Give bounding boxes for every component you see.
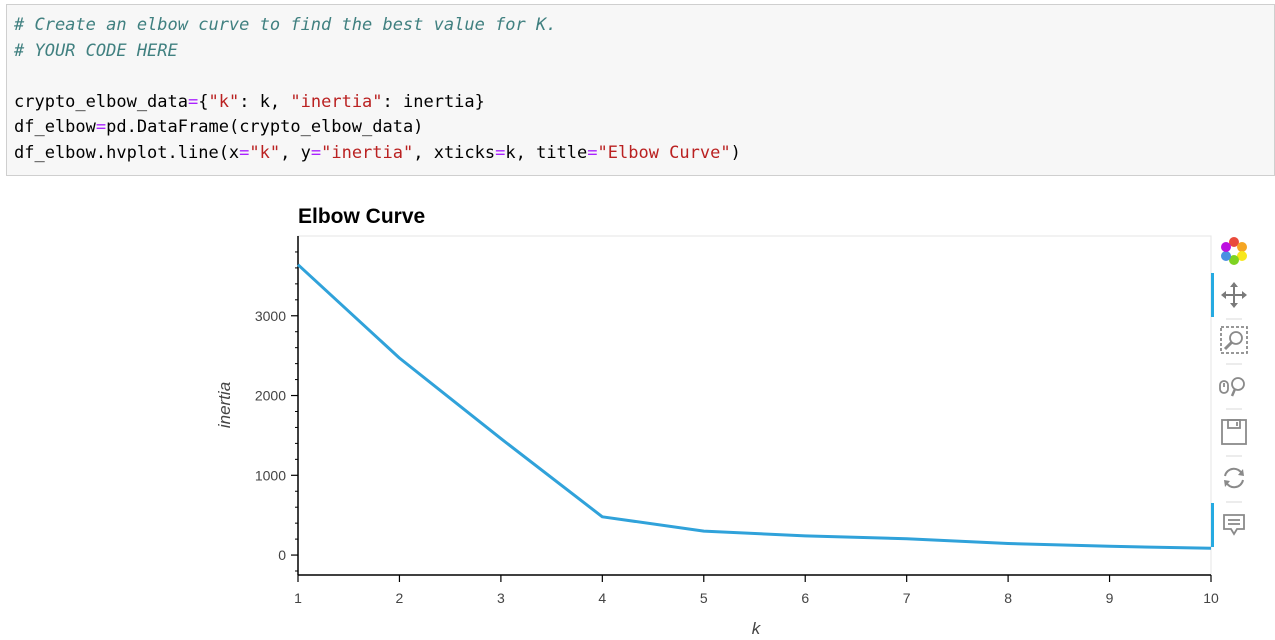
data-point[interactable] [1005, 540, 1011, 546]
code-token: "k" [208, 91, 240, 112]
plot-toolbar [1211, 237, 1248, 547]
x-tick-label: 4 [598, 590, 606, 606]
data-point[interactable] [396, 355, 402, 361]
code-line: df_elbow.hvplot.line(x="k", y="inertia",… [14, 141, 741, 165]
x-axis: 1 2 3 4 5 6 7 8 9 10 [294, 574, 1219, 606]
reset-icon[interactable] [1224, 467, 1244, 489]
data-point[interactable] [1107, 543, 1113, 549]
code-token: df_elbow [14, 117, 96, 137]
y-tick-label: 1000 [255, 467, 286, 483]
data-point[interactable] [1208, 545, 1214, 551]
x-tick-label: 2 [396, 590, 404, 606]
hover-active-indicator [1211, 503, 1214, 547]
series-line [296, 263, 1212, 550]
code-line: # Create an elbow curve to find the best… [14, 13, 556, 37]
code-token: = [188, 91, 199, 112]
hover-icon[interactable] [1223, 514, 1245, 536]
code-token: = [310, 142, 322, 163]
x-tick-label: 1 [294, 590, 302, 606]
code-token: "inertia" [290, 91, 383, 112]
code-cell[interactable]: # Create an elbow curve to find the best… [6, 4, 1275, 176]
x-axis-label: k [752, 619, 762, 638]
code-token: k, title [505, 142, 588, 163]
chart-title: Elbow Curve [298, 205, 425, 228]
code-token: { [198, 91, 209, 112]
data-point[interactable] [701, 528, 707, 534]
x-tick-label: 7 [903, 590, 911, 606]
pan-icon[interactable] [1221, 282, 1247, 308]
code-token: "inertia" [321, 142, 414, 163]
data-point[interactable] [802, 533, 808, 539]
code-line: # YOUR CODE HERE [14, 39, 178, 63]
x-tick-label: 9 [1106, 590, 1114, 606]
code-token: df_elbow.hvplot.line(x [14, 142, 240, 163]
code-token: "Elbow Curve" [597, 142, 731, 163]
code-token: crypto_elbow_data [14, 91, 188, 112]
code-token: pd.DataFrame(crypto_elbow_data) [106, 117, 424, 137]
code-token: # Create an elbow curve to find the best… [14, 15, 557, 35]
y-axis-label: inertia [215, 382, 234, 428]
pan-active-indicator [1211, 273, 1214, 317]
data-point[interactable] [599, 514, 605, 520]
y-tick-label: 0 [278, 547, 286, 563]
x-tick-label: 8 [1004, 590, 1012, 606]
code-token: ) [730, 142, 741, 163]
x-tick-label: 6 [801, 590, 809, 606]
code-token: = [95, 117, 107, 137]
code-token: : k, [239, 91, 291, 112]
plot-frame [297, 235, 1212, 576]
wheel-zoom-icon[interactable] [1219, 377, 1245, 397]
code-token: # YOUR CODE HERE [14, 40, 178, 61]
data-point[interactable] [904, 536, 910, 542]
code-line: crypto_elbow_data={"k": k, "inertia": in… [14, 90, 485, 114]
code-token: = [495, 142, 506, 163]
code-token: : inertia} [382, 91, 485, 112]
bokeh-logo-icon[interactable] [1221, 237, 1247, 265]
y-axis: 0 1000 2000 3000 [255, 236, 299, 575]
x-tick-label: 10 [1203, 590, 1219, 606]
x-tick-label: 5 [700, 590, 708, 606]
x-tick-label: 3 [497, 590, 505, 606]
y-tick-label: 3000 [255, 308, 286, 324]
code-line: df_elbow=pd.DataFrame(crypto_elbow_data) [14, 115, 423, 139]
data-point[interactable] [498, 436, 504, 442]
code-token: , xticks [413, 142, 496, 163]
code-token: "k" [249, 142, 281, 163]
y-tick-label: 2000 [255, 388, 286, 404]
save-icon[interactable] [1221, 419, 1247, 445]
code-token: , y [280, 142, 311, 163]
code-token: = [587, 142, 598, 163]
code-token: = [239, 142, 250, 163]
box-zoom-icon[interactable] [1220, 326, 1248, 354]
data-point[interactable] [295, 262, 301, 268]
